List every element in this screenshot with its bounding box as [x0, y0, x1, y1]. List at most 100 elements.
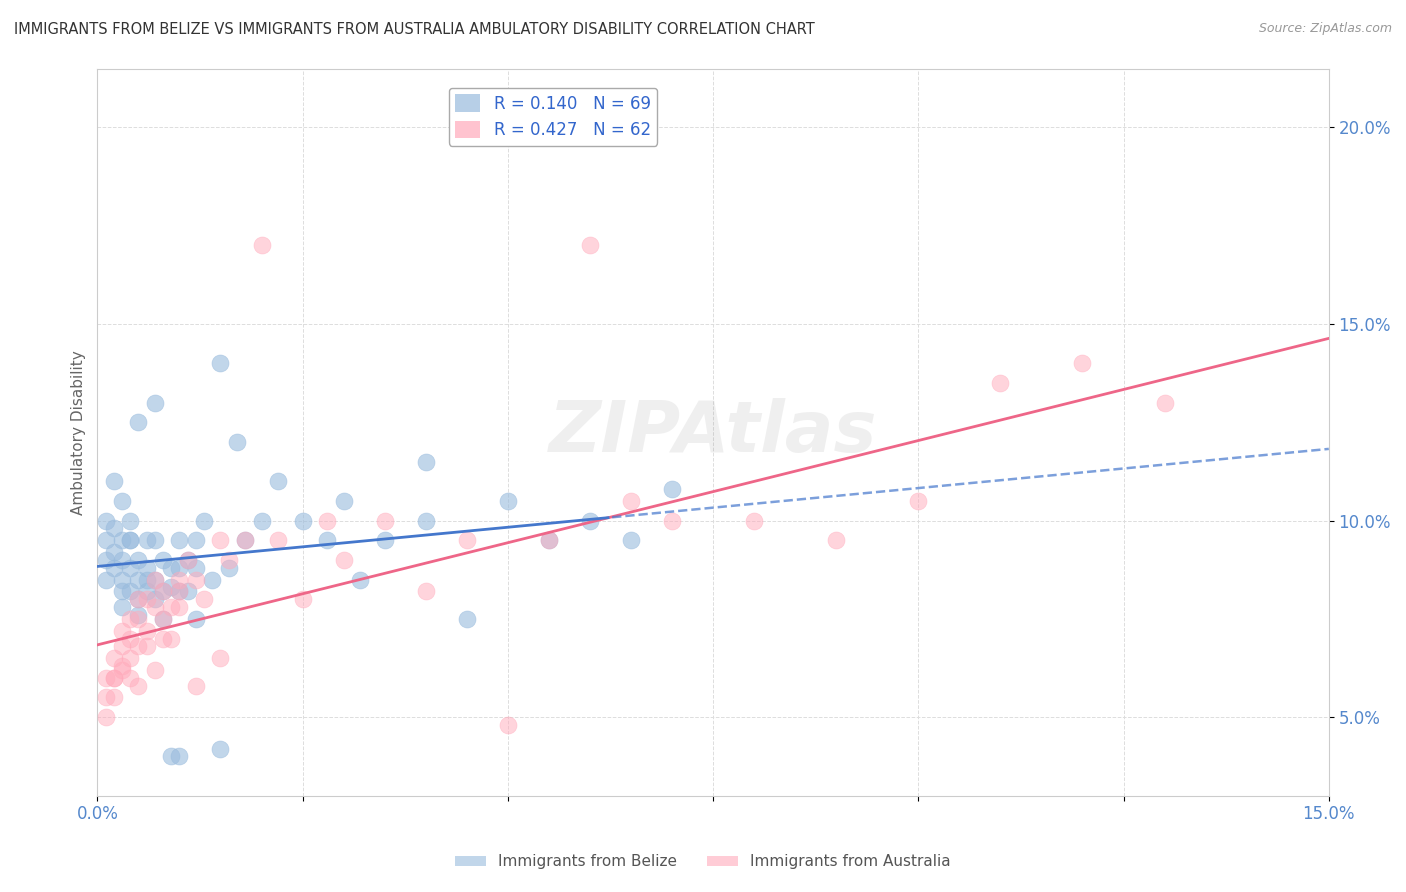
Point: [218, 553, 240, 567]
Point: [120, 533, 142, 548]
Point: [579, 514, 602, 528]
Point: [1153, 395, 1175, 409]
Point: [120, 561, 142, 575]
Point: [184, 561, 207, 575]
Point: [103, 671, 125, 685]
Point: [135, 573, 157, 587]
Point: [152, 612, 174, 626]
Point: [209, 533, 232, 548]
Text: ZIPAtlas: ZIPAtlas: [548, 398, 877, 467]
Point: [661, 514, 683, 528]
Point: [291, 514, 314, 528]
Point: [135, 624, 157, 638]
Point: [135, 584, 157, 599]
Point: [120, 533, 142, 548]
Point: [160, 581, 183, 595]
Point: [127, 607, 149, 622]
Point: [209, 741, 232, 756]
Point: [103, 561, 125, 575]
Point: [103, 521, 125, 535]
Point: [267, 475, 290, 489]
Point: [152, 584, 174, 599]
Point: [135, 561, 157, 575]
Point: [152, 612, 174, 626]
Point: [209, 651, 232, 665]
Point: [742, 514, 765, 528]
Point: [143, 533, 166, 548]
Point: [111, 573, 134, 587]
Point: [143, 573, 166, 587]
Point: [111, 584, 134, 599]
Point: [620, 533, 643, 548]
Point: [127, 592, 149, 607]
Point: [94, 573, 117, 587]
Point: [169, 584, 191, 599]
Point: [226, 434, 249, 449]
Point: [127, 415, 149, 429]
Point: [103, 690, 125, 705]
Point: [169, 749, 191, 764]
Point: [184, 573, 207, 587]
Point: [209, 356, 232, 370]
Point: [135, 533, 157, 548]
Point: [111, 533, 134, 548]
Point: [143, 663, 166, 677]
Point: [103, 475, 125, 489]
Point: [415, 584, 437, 599]
Point: [127, 553, 149, 567]
Point: [661, 482, 683, 496]
Point: [1071, 356, 1094, 370]
Point: [127, 573, 149, 587]
Point: [193, 514, 215, 528]
Point: [94, 533, 117, 548]
Point: [169, 600, 191, 615]
Point: [143, 600, 166, 615]
Point: [127, 592, 149, 607]
Y-axis label: Ambulatory Disability: Ambulatory Disability: [72, 350, 86, 515]
Point: [94, 514, 117, 528]
Point: [120, 514, 142, 528]
Point: [537, 533, 560, 548]
Point: [233, 533, 256, 548]
Legend: R = 0.140   N = 69, R = 0.427   N = 62: R = 0.140 N = 69, R = 0.427 N = 62: [449, 87, 658, 145]
Point: [193, 592, 215, 607]
Point: [176, 553, 198, 567]
Point: [127, 612, 149, 626]
Point: [143, 592, 166, 607]
Point: [160, 632, 183, 646]
Point: [250, 238, 273, 252]
Point: [160, 749, 183, 764]
Point: [111, 663, 134, 677]
Point: [94, 690, 117, 705]
Point: [250, 514, 273, 528]
Point: [152, 632, 174, 646]
Point: [152, 553, 174, 567]
Point: [135, 640, 157, 654]
Point: [990, 376, 1012, 390]
Point: [169, 533, 191, 548]
Point: [233, 533, 256, 548]
Point: [184, 533, 207, 548]
Point: [176, 553, 198, 567]
Point: [374, 533, 396, 548]
Point: [120, 632, 142, 646]
Point: [250, 820, 273, 834]
Point: [456, 533, 478, 548]
Point: [415, 455, 437, 469]
Point: [120, 671, 142, 685]
Legend: Immigrants from Belize, Immigrants from Australia: Immigrants from Belize, Immigrants from …: [449, 848, 957, 875]
Point: [103, 671, 125, 685]
Point: [111, 553, 134, 567]
Point: [94, 710, 117, 724]
Point: [184, 612, 207, 626]
Point: [135, 592, 157, 607]
Point: [332, 494, 354, 508]
Point: [620, 494, 643, 508]
Text: Source: ZipAtlas.com: Source: ZipAtlas.com: [1258, 22, 1392, 36]
Text: IMMIGRANTS FROM BELIZE VS IMMIGRANTS FROM AUSTRALIA AMBULATORY DISABILITY CORREL: IMMIGRANTS FROM BELIZE VS IMMIGRANTS FRO…: [14, 22, 815, 37]
Point: [579, 238, 602, 252]
Point: [120, 612, 142, 626]
Point: [456, 612, 478, 626]
Point: [184, 679, 207, 693]
Point: [169, 584, 191, 599]
